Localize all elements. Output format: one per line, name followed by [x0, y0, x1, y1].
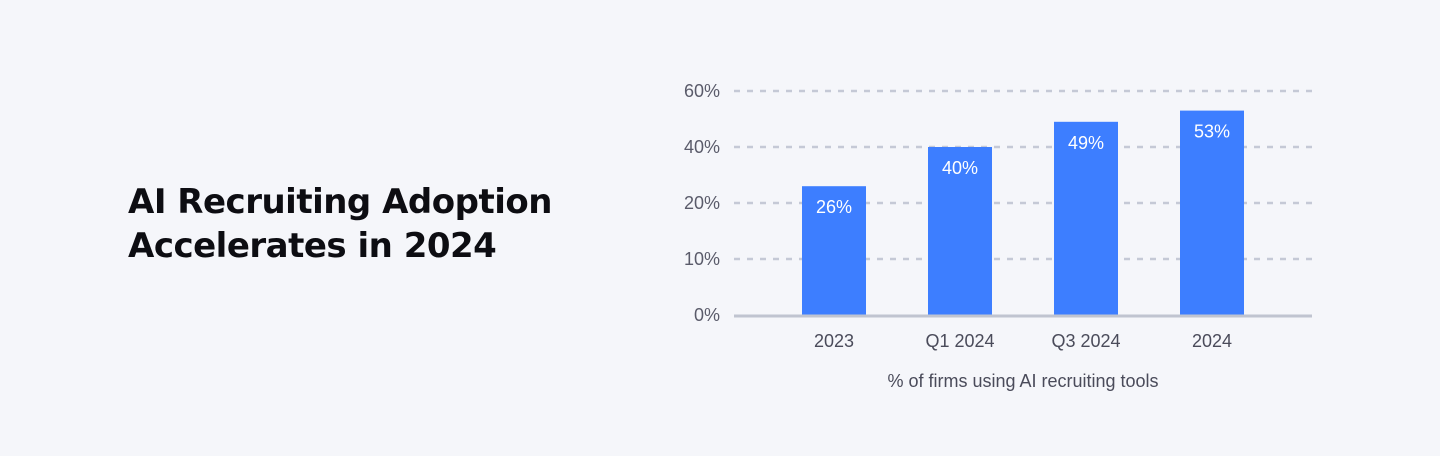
- data-label: 53%: [1194, 122, 1230, 142]
- bar: [928, 147, 992, 315]
- chart-title: AI Recruiting Adoption Accelerates in 20…: [128, 182, 552, 266]
- y-tick-label: 10%: [684, 249, 720, 269]
- bar: [1180, 110, 1244, 315]
- data-label: 49%: [1068, 133, 1104, 153]
- x-tick-label: Q1 2024: [925, 331, 994, 351]
- y-tick-label: 40%: [684, 137, 720, 157]
- x-tick-label: 2024: [1192, 331, 1232, 351]
- data-label: 40%: [942, 158, 978, 178]
- y-tick-label: 60%: [684, 81, 720, 101]
- bar: [802, 186, 866, 315]
- data-label: 26%: [816, 197, 852, 217]
- x-tick-label: 2023: [814, 331, 854, 351]
- x-axis-label: % of firms using AI recruiting tools: [887, 371, 1158, 391]
- x-tick-label: Q3 2024: [1051, 331, 1120, 351]
- y-tick-label: 0%: [694, 305, 720, 325]
- y-tick-label: 20%: [684, 193, 720, 213]
- bar: [1054, 121, 1118, 315]
